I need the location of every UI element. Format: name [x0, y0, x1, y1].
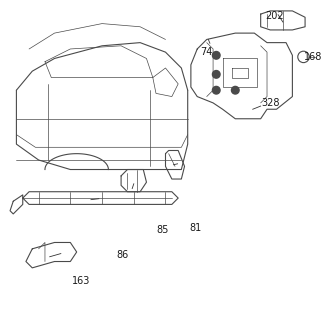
Text: 81: 81: [190, 223, 202, 233]
Text: 85: 85: [156, 225, 168, 235]
Circle shape: [213, 52, 220, 59]
Text: 168: 168: [304, 52, 322, 62]
Text: 163: 163: [72, 276, 91, 285]
Text: 86: 86: [117, 250, 129, 260]
Circle shape: [213, 70, 220, 78]
Text: 328: 328: [261, 98, 279, 108]
Circle shape: [231, 86, 239, 94]
Text: 74: 74: [201, 47, 213, 57]
Circle shape: [213, 86, 220, 94]
Text: 202: 202: [266, 11, 284, 21]
